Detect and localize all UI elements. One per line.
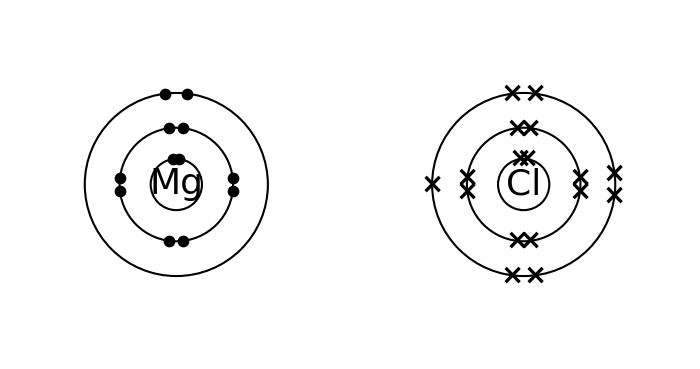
Point — [182, 91, 193, 97]
Point — [174, 156, 185, 162]
Point — [178, 125, 189, 131]
Text: ×: × — [519, 227, 543, 255]
Text: ×: × — [603, 182, 627, 210]
Text: Mg: Mg — [149, 168, 203, 201]
Text: ×: × — [501, 261, 524, 289]
Point — [114, 189, 125, 194]
Text: ×: × — [519, 114, 543, 142]
Text: ×: × — [568, 177, 592, 206]
Text: ×: × — [456, 177, 479, 206]
Text: ×: × — [568, 163, 592, 192]
Text: ×: × — [505, 227, 528, 255]
Point — [227, 175, 238, 180]
Point — [164, 238, 175, 244]
Text: ×: × — [501, 80, 524, 108]
Point — [167, 156, 178, 162]
Point — [160, 91, 171, 97]
Text: ×: × — [603, 159, 627, 187]
Text: ×: × — [523, 261, 547, 289]
Text: ×: × — [515, 145, 538, 173]
Point — [114, 175, 125, 180]
Text: ×: × — [505, 114, 528, 142]
Text: ×: × — [421, 170, 444, 199]
Text: ×: × — [509, 145, 532, 173]
Point — [178, 238, 189, 244]
Text: ×: × — [523, 80, 547, 108]
Point — [227, 189, 238, 194]
Point — [164, 125, 175, 131]
Text: Cl: Cl — [506, 168, 541, 201]
Text: ×: × — [456, 163, 479, 192]
